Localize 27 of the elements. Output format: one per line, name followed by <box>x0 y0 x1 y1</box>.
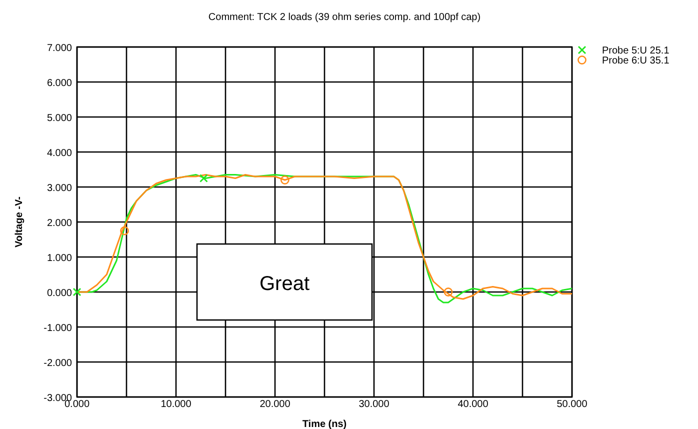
x-tick-label: 50.000 <box>556 399 588 410</box>
point <box>72 288 82 296</box>
y-tick-label: 4.000 <box>46 148 72 159</box>
x-tick-label: 40.000 <box>458 399 489 410</box>
x-axis-title: Time (ns) <box>302 419 347 429</box>
legend-label: Probe 5:U 25.1 <box>602 46 670 56</box>
legend-label: Probe 6:U 35.1 <box>602 56 670 66</box>
point <box>444 288 453 296</box>
y-tick-label: -1.000 <box>44 323 72 334</box>
y-tick-label: -2.000 <box>44 358 72 369</box>
point <box>120 226 129 236</box>
x-tick-label: 20.000 <box>260 399 291 410</box>
y-tick-label: 3.000 <box>46 183 72 194</box>
y-tick-label: 7.000 <box>46 43 72 54</box>
y-tick-label: 5.000 <box>46 113 72 124</box>
y-tick-label: 2.000 <box>46 218 72 229</box>
annotation: Great <box>259 273 310 295</box>
y-axis-title: Voltage -V- <box>14 196 25 248</box>
x-tick-label: 10.000 <box>160 399 192 410</box>
y-tick-label: 6.000 <box>46 78 72 89</box>
point <box>280 176 290 184</box>
x-tick-label: 30.000 <box>358 399 390 410</box>
point <box>199 174 208 182</box>
text-box: Great <box>196 243 373 321</box>
y-tick-label: 0.000 <box>46 288 72 299</box>
chart-title: Comment: TCK 2 loads (39 ohm series comp. and 100pf cap) <box>208 12 481 23</box>
y-tick-label: 1.000 <box>46 253 72 264</box>
